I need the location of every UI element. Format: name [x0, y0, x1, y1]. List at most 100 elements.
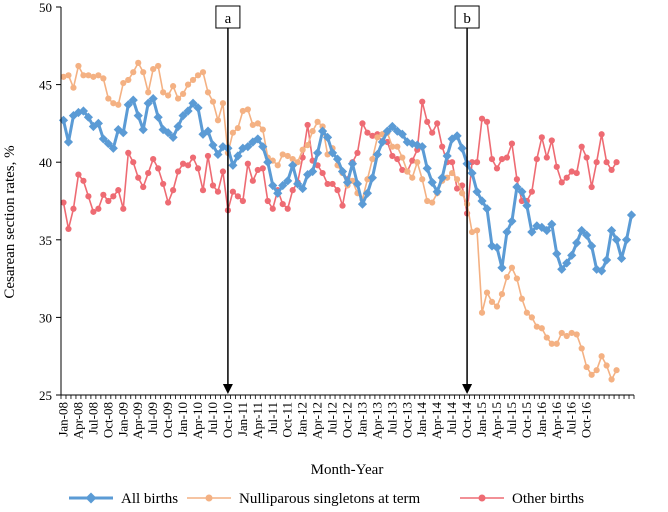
data-point: [234, 124, 241, 132]
data-point: [248, 137, 258, 147]
annotation-b: b: [454, 5, 480, 394]
data-point: [233, 151, 243, 161]
data-point: [145, 89, 152, 96]
data-point: [454, 176, 461, 183]
data-point: [254, 120, 261, 127]
data-point: [98, 134, 108, 144]
annotation-label: a: [225, 11, 232, 27]
data-point: [533, 323, 540, 330]
data-point: [332, 154, 343, 164]
data-point: [583, 363, 590, 371]
data-point: [442, 151, 452, 161]
x-tick-label: Jul-10: [205, 402, 220, 435]
data-point: [160, 180, 167, 188]
data-point: [399, 166, 406, 174]
data-point: [170, 83, 177, 90]
data-point: [603, 362, 610, 369]
series-group: [60, 98, 620, 233]
data-point: [133, 111, 143, 121]
data-point: [279, 151, 286, 158]
x-tick-label: Jul-14: [444, 402, 459, 435]
data-point: [58, 115, 69, 125]
x-tick-label: Jul-13: [384, 402, 399, 435]
data-point: [558, 329, 565, 337]
annotation-a: a: [215, 5, 241, 394]
data-point: [294, 159, 301, 166]
data-point: [553, 163, 560, 170]
data-point: [372, 149, 382, 160]
data-point: [502, 227, 512, 237]
data-point: [562, 258, 572, 268]
legend-label: All births: [121, 491, 178, 507]
data-point: [163, 128, 173, 138]
data-point: [523, 309, 530, 316]
series-group: [58, 93, 637, 276]
data-point: [429, 199, 436, 206]
data-point: [244, 106, 251, 113]
data-point: [189, 154, 197, 161]
data-point: [93, 118, 103, 128]
data-point: [125, 149, 132, 156]
data-point: [194, 165, 202, 172]
data-point: [317, 126, 328, 136]
data-point: [417, 142, 427, 152]
data-point: [439, 143, 446, 150]
data-point: [165, 199, 172, 206]
data-point: [214, 117, 222, 124]
x-tick-label: Jul-08: [85, 402, 100, 435]
data-point: [110, 193, 117, 200]
data-point: [587, 241, 597, 251]
data-point: [160, 89, 167, 96]
x-tick-label: Oct-14: [459, 402, 474, 439]
data-point: [322, 132, 333, 142]
data-point: [382, 126, 392, 136]
data-point: [347, 159, 358, 169]
data-point: [219, 168, 227, 175]
data-point: [573, 331, 580, 338]
data-point: [268, 180, 278, 191]
x-ticks: Jan-08 Apr-08 Jul-08 Oct-08 Jan-09 Apr-09 Jul-…: [55, 395, 635, 439]
data-point: [588, 371, 595, 378]
data-point: [199, 187, 207, 194]
legend-marker: [205, 494, 213, 502]
x-axis-title: Month-Year: [311, 462, 384, 478]
data-point: [274, 162, 281, 169]
data-point: [488, 155, 496, 163]
y-tick-label: 25: [39, 388, 52, 403]
data-point: [278, 180, 288, 191]
data-point: [90, 73, 97, 80]
data-point: [209, 98, 217, 105]
data-point: [150, 155, 157, 163]
data-point: [228, 160, 238, 170]
x-tick-label: Apr-08: [70, 402, 85, 439]
data-point: [304, 142, 311, 149]
data-point: [409, 174, 416, 181]
data-point: [497, 263, 507, 273]
data-point: [264, 197, 271, 205]
data-point: [174, 168, 182, 175]
data-point: [130, 159, 137, 166]
data-point: [409, 157, 416, 164]
data-point: [367, 173, 378, 183]
data-point: [503, 273, 511, 281]
data-point: [90, 208, 97, 215]
data-point: [473, 159, 481, 166]
x-tick-label: Jan-14: [414, 402, 429, 437]
data-point: [449, 169, 456, 177]
data-point: [512, 182, 522, 192]
data-point: [577, 225, 587, 236]
data-point: [473, 227, 481, 234]
data-point: [414, 159, 421, 166]
data-point: [528, 188, 535, 195]
data-point: [528, 314, 535, 321]
data-point: [118, 128, 128, 138]
data-point: [613, 159, 620, 166]
data-point: [557, 264, 567, 274]
data-point: [592, 264, 602, 274]
data-point: [537, 222, 547, 232]
data-point: [303, 170, 313, 180]
data-point: [143, 98, 153, 108]
data-point: [389, 143, 396, 150]
legend-marker: [478, 494, 486, 502]
data-point: [402, 137, 412, 147]
